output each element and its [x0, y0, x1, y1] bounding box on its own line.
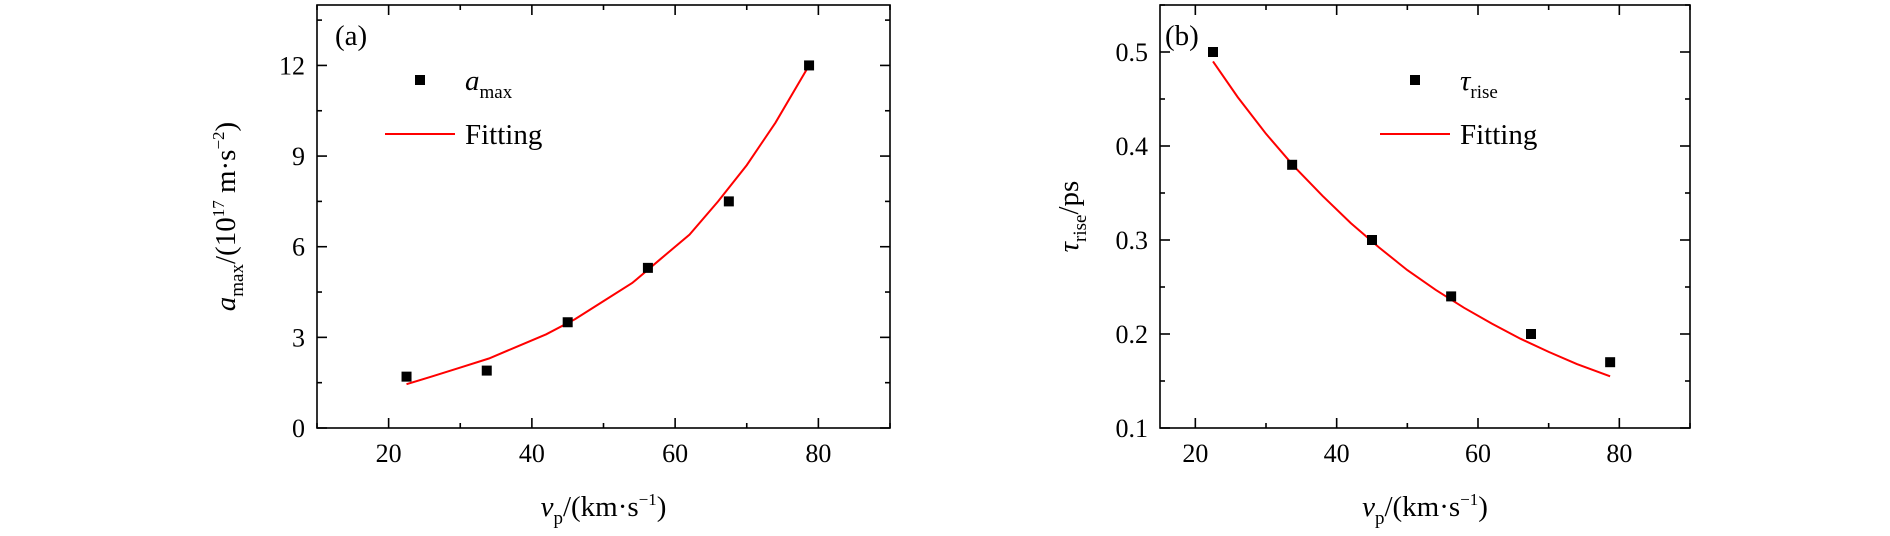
plot-frame: [1159, 4, 1691, 429]
data-point: [642, 262, 653, 273]
panel-label: (a): [335, 20, 367, 52]
plot-frame: [316, 4, 891, 429]
y-axis-title: amax/(1017 m·s−2): [209, 122, 248, 311]
x-tick-label: 20: [1182, 439, 1208, 468]
y-axis-title: τrise/ps: [1053, 181, 1091, 253]
y-tick-label: 0: [292, 414, 305, 443]
data-point: [1526, 329, 1536, 339]
legend-label-points: τrise: [1460, 65, 1498, 103]
fitting-line: [406, 64, 810, 386]
data-point: [1367, 235, 1377, 245]
legend-marker-points: [415, 75, 425, 85]
x-tick-label: 60: [1465, 439, 1491, 468]
y-tick-label: 0.2: [1116, 320, 1149, 349]
y-tick-label: 0.5: [1116, 38, 1149, 67]
data-point: [1446, 291, 1457, 302]
fitting-line: [1212, 60, 1611, 378]
y-tick-label: 0.3: [1116, 226, 1149, 255]
data-point: [562, 317, 573, 328]
legend-marker-points: [1410, 75, 1420, 85]
x-axis-title: vp/(km·s−1): [541, 490, 667, 529]
x-tick-label: 40: [1324, 439, 1350, 468]
chart-panel-a: 20 40 60 80 0 3 6 9 12 vp/(km·s−1) amax/(1017 m·s−…: [209, 4, 891, 529]
y-tick-label: 3: [292, 323, 305, 352]
y-tick-label: 12: [279, 51, 305, 80]
x-tick-label: 20: [376, 439, 402, 468]
x-axis-title: vp/(km·s−1): [1362, 490, 1488, 529]
legend-label-fitting: Fitting: [1460, 119, 1537, 151]
panel-label: (b): [1165, 20, 1199, 52]
y-tick-label: 6: [292, 233, 305, 262]
data-point: [481, 365, 492, 376]
data-point: [1287, 159, 1298, 170]
data-point: [804, 60, 815, 71]
y-tick-label: 0.1: [1116, 414, 1149, 443]
legend-label-fitting: Fitting: [465, 119, 542, 151]
data-point: [401, 371, 412, 382]
y-tick-label: 9: [292, 142, 305, 171]
data-point: [723, 196, 734, 207]
data-point: [1605, 357, 1616, 368]
x-tick-label: 60: [662, 439, 688, 468]
y-tick-label: 0.4: [1116, 132, 1149, 161]
x-tick-label: 40: [519, 439, 545, 468]
legend-label-points: amax: [465, 65, 513, 103]
x-tick-label: 80: [1606, 439, 1632, 468]
x-tick-label: 80: [805, 439, 831, 468]
chart-panel-b: 20 40 60 80 0.1 0.2 0.3 0.4 0.5 vp/(km·s−1) τrise/…: [1053, 4, 1691, 529]
data-point: [1208, 47, 1218, 57]
